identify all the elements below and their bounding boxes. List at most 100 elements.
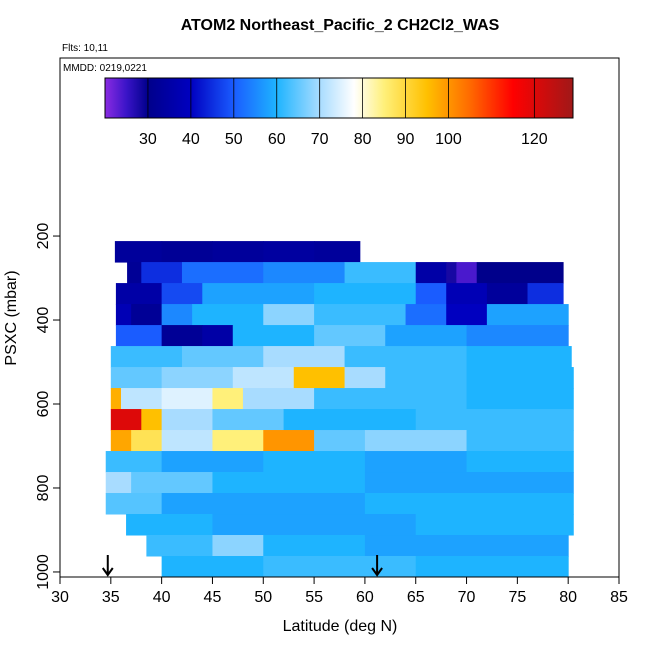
heat-cell [212, 409, 285, 431]
heat-cell [141, 409, 163, 431]
arrow [101, 555, 114, 577]
heat-cell [161, 556, 264, 578]
y-tick-label: 800 [35, 475, 52, 502]
heat-cell [476, 262, 564, 284]
heat-cell [105, 451, 163, 473]
heat-cell [161, 493, 366, 515]
heat-cell [161, 304, 193, 326]
heat-cell [161, 388, 213, 410]
heat-cell [466, 430, 574, 452]
heat-cell [181, 262, 264, 284]
colorbar-tick-label: 30 [139, 131, 157, 148]
colorbar [104, 77, 574, 119]
x-tick-label: 35 [102, 589, 120, 606]
x-tick-label: 40 [153, 589, 171, 606]
heat-cell [314, 430, 366, 452]
heat-cell [202, 283, 315, 305]
heat-cell [364, 493, 574, 515]
heat-cell [364, 472, 574, 494]
heat-cell [446, 262, 457, 284]
annotation: MMDD: 0219,0221 [63, 63, 147, 74]
heat-cell [192, 304, 264, 326]
x-tick-label: 45 [204, 589, 222, 606]
heat-cell [466, 388, 574, 410]
heat-cell [242, 388, 315, 410]
heat-cell [131, 472, 213, 494]
heat-cell [415, 262, 447, 284]
heat-cell [115, 325, 163, 347]
heat-cell [314, 325, 386, 347]
heat-cell [212, 388, 244, 410]
heat-cell [283, 409, 417, 431]
x-tick-label: 30 [51, 589, 69, 606]
heat-cell [456, 262, 478, 284]
heat-cell [486, 304, 569, 326]
colorbar-tick-label: 60 [268, 131, 286, 148]
heat-cell [115, 283, 163, 305]
x-tick-label: 75 [508, 589, 526, 606]
heat-cell [181, 346, 264, 368]
heat-cell [263, 346, 346, 368]
heat-cell [364, 451, 468, 473]
heat-cell [415, 409, 574, 431]
heat-cell [263, 430, 315, 452]
heat-cell [120, 388, 163, 410]
annotation: Flts: 10,11 [62, 43, 108, 54]
heat-cell [293, 367, 346, 389]
x-tick-label: 85 [610, 589, 628, 606]
heat-cell [212, 514, 417, 536]
heat-cell [114, 241, 163, 263]
arrow [371, 555, 383, 577]
heat-cell [446, 283, 488, 305]
heat-cell [415, 556, 569, 578]
heat-cell [110, 430, 132, 452]
x-tick-label: 65 [407, 589, 425, 606]
heat-cell [314, 388, 468, 410]
heat-cell [314, 283, 417, 305]
heat-cell [202, 325, 234, 347]
heat-cell [364, 535, 569, 557]
x-axis-label: Latitude (deg N) [283, 618, 398, 635]
heat-cell [127, 262, 142, 284]
heat-cell [110, 388, 122, 410]
heat-cell [364, 430, 468, 452]
heat-cell [115, 304, 132, 326]
heat-cell [314, 241, 361, 263]
heat-cell [232, 325, 315, 347]
heat-cell [146, 535, 213, 557]
heat-cell [131, 304, 163, 326]
heat-cell [232, 367, 295, 389]
heat-cell [263, 535, 366, 557]
heat-cell [263, 262, 346, 284]
heat-cell [141, 262, 183, 284]
heat-cell [161, 325, 203, 347]
heat-cell [161, 409, 213, 431]
y-axis-label: PSXC (mbar) [3, 270, 20, 365]
heat-cell [466, 451, 574, 473]
heat-cell [486, 283, 529, 305]
heat-cell [110, 409, 142, 431]
heat-cell [131, 430, 163, 452]
x-tick-label: 60 [356, 589, 374, 606]
x-tick-label: 55 [305, 589, 323, 606]
heat-cell [415, 514, 574, 536]
colorbar-tick-label: 50 [225, 131, 243, 148]
heat-cell [161, 367, 234, 389]
heat-cell [105, 472, 132, 494]
heat-cell [344, 346, 468, 368]
colorbar-tick-label: 40 [182, 131, 200, 148]
heat-cell [212, 472, 366, 494]
chart-title: ATOM2 Northeast_Pacific_2 CH2Cl2_WAS [181, 17, 500, 34]
plot-frame [59, 57, 620, 578]
heat-cell [263, 241, 315, 263]
heat-cell [126, 514, 213, 536]
heat-cell [161, 283, 203, 305]
heat-cell [314, 304, 407, 326]
colorbar-tick-label: 100 [435, 131, 462, 148]
y-tick-label: 600 [35, 391, 52, 418]
heat-cell [161, 430, 213, 452]
heat-cell [344, 367, 386, 389]
x-tick-label: 80 [559, 589, 577, 606]
heat-cell [405, 304, 447, 326]
